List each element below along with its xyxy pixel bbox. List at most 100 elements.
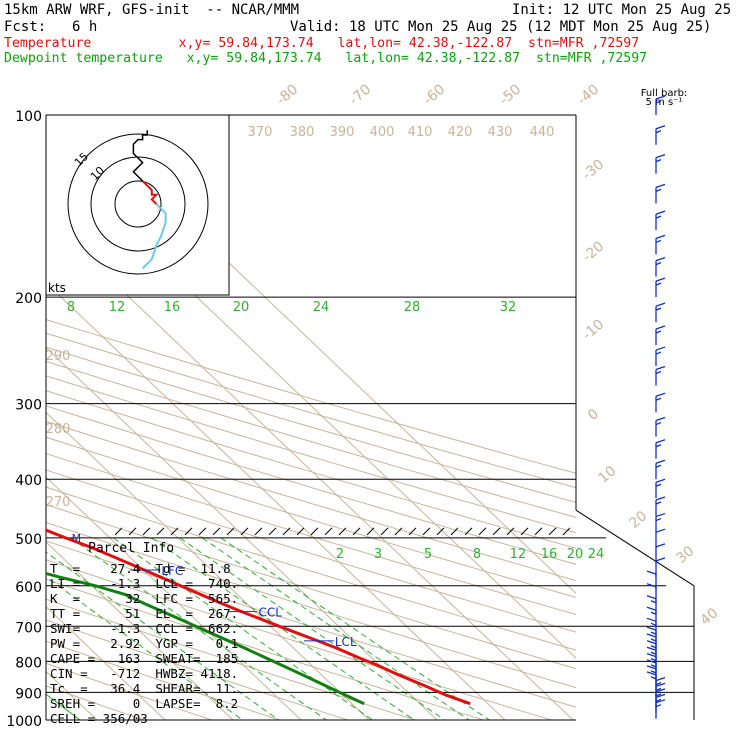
wind-barb-half: [655, 239, 662, 244]
dry-adiabat: [46, 452, 576, 616]
wind-barb: [655, 528, 666, 549]
hatch-mark: [394, 527, 403, 536]
fcst-value: 6 h: [72, 19, 98, 35]
mixing-ratio-label: 20: [233, 300, 250, 315]
wind-barb-half: [655, 501, 662, 505]
dry-adiabat: [46, 319, 576, 474]
dry-adiabat: [46, 420, 576, 582]
wind-barb: [655, 416, 666, 437]
dewpoint-trace: [46, 571, 365, 706]
wind-barb: [655, 154, 666, 174]
hatch-mark: [562, 527, 571, 536]
parcel-info-row: K = 32 LFC = 565.: [50, 591, 238, 606]
wind-barb-half: [655, 100, 662, 104]
temperature-axis-label: 20: [626, 508, 650, 532]
wind-barb-flag: [646, 640, 657, 645]
wind-barb-half: [655, 188, 662, 193]
hatch-mark: [478, 527, 487, 536]
wind-barb-half: [650, 658, 657, 662]
mixing-ratio-dashed: [113, 537, 373, 720]
wind-barb-half: [655, 215, 662, 219]
wind-barb-half: [655, 159, 662, 163]
parcel-info-panel: Parcel Info T = 27.4 Td = 11.8LI = -1.3 L…: [50, 541, 238, 726]
wind-barb-half: [655, 444, 662, 448]
mixing-ratio-dashed: [46, 576, 243, 720]
theta-label: 370: [248, 125, 273, 140]
theta-label: 400: [370, 125, 395, 140]
wind-barb-flag: [655, 234, 666, 240]
mixing-ratio-label: 2: [336, 547, 344, 562]
mixing-ratio-label: 32: [500, 300, 517, 315]
wind-legend-line1: Full barb:: [641, 88, 688, 99]
hatch-mark: [408, 527, 417, 536]
hatch-mark: [534, 527, 543, 536]
wind-barb-half: [650, 676, 657, 680]
hatch-mark: [240, 527, 249, 536]
hatch-mark: [338, 527, 347, 536]
hatch-mark: [436, 527, 445, 536]
hodograph-upper: [132, 130, 148, 182]
pressure-tick-label: 700: [15, 620, 42, 636]
theta-label: 410: [408, 125, 433, 140]
mixing-ratio-label: 12: [510, 547, 527, 562]
wind-barb-flag: [655, 392, 666, 397]
temperature-axis-label: 0: [585, 406, 602, 424]
pressure-axis: 100 200 300 400 500 600 700 800 900 1000: [6, 109, 42, 730]
theta-label: 280: [46, 422, 71, 437]
wind-barb: [646, 659, 657, 679]
mixing-ratio-label: 24: [588, 547, 605, 562]
mixing-ratio-dashed: [151, 537, 415, 720]
wind-barb-half: [655, 370, 662, 375]
mixing-ratio-label: 16: [164, 300, 181, 315]
level-label-m: M: [72, 532, 82, 545]
wind-barb: [655, 543, 666, 563]
wind-barb-half: [655, 307, 662, 311]
wind-barb-half: [655, 464, 662, 468]
wind-barb-flag: [655, 688, 666, 693]
theta-label: 430: [488, 125, 513, 140]
parcel-info-row: TT = 51 EL = 267.: [50, 606, 238, 621]
hodograph-lowlevel: [141, 203, 167, 270]
temperature-axis-label: 30: [673, 543, 697, 567]
dry-adiabat: [46, 521, 576, 689]
isotherm-line: [46, 605, 166, 720]
wind-barb-half: [655, 282, 662, 286]
theta-label: 420: [448, 125, 473, 140]
hodograph-midlevel: [141, 180, 159, 205]
mixing-ratio-label: 24: [313, 300, 330, 315]
level-markers: ELLFCCCLLCLM: [72, 532, 357, 649]
wind-barb: [646, 570, 657, 591]
hodograph-frame: [45, 114, 230, 296]
parcel-info-row: CELL = 356/03: [50, 711, 148, 726]
wind-barb: [655, 302, 666, 323]
theta-label: 390: [330, 125, 355, 140]
hatch-mark: [548, 527, 557, 536]
isotherm-line: [46, 217, 574, 720]
pressure-tick-label: 200: [15, 291, 42, 307]
wind-barb: [655, 459, 666, 480]
hatch-mark: [324, 527, 333, 536]
wind-barb: [655, 183, 666, 204]
dry-adiabat: [46, 436, 576, 598]
mixing-ratio-label: 3: [374, 547, 382, 562]
wind-barb-flag: [646, 646, 657, 651]
theta-label: 290: [46, 349, 71, 364]
temperature-axis-label: -50: [497, 81, 525, 108]
model-title: 15km ARW WRF, GFS-init -- NCAR/MMM: [4, 2, 300, 18]
wind-barb-flag: [655, 496, 666, 501]
mixing-ratio-dashed: [46, 551, 279, 720]
dry-adiabat: [46, 640, 280, 720]
pressure-tick-label: 900: [15, 686, 42, 702]
wind-barb: [655, 557, 666, 577]
dewpoint-legend: Dewpoint temperature x,y= 59.84,173.74 l…: [4, 51, 648, 66]
dry-adiabat: [46, 598, 416, 720]
temperature-axis-label: 40: [697, 605, 721, 629]
wind-barb-half: [655, 693, 662, 697]
wind-barb-flag: [655, 528, 666, 533]
hatch-mark: [114, 527, 123, 536]
wind-barb-flag: [646, 606, 657, 611]
dry-adiabat: [46, 332, 576, 489]
wind-barb-flag: [655, 183, 666, 189]
wind-barb-half: [650, 622, 657, 626]
